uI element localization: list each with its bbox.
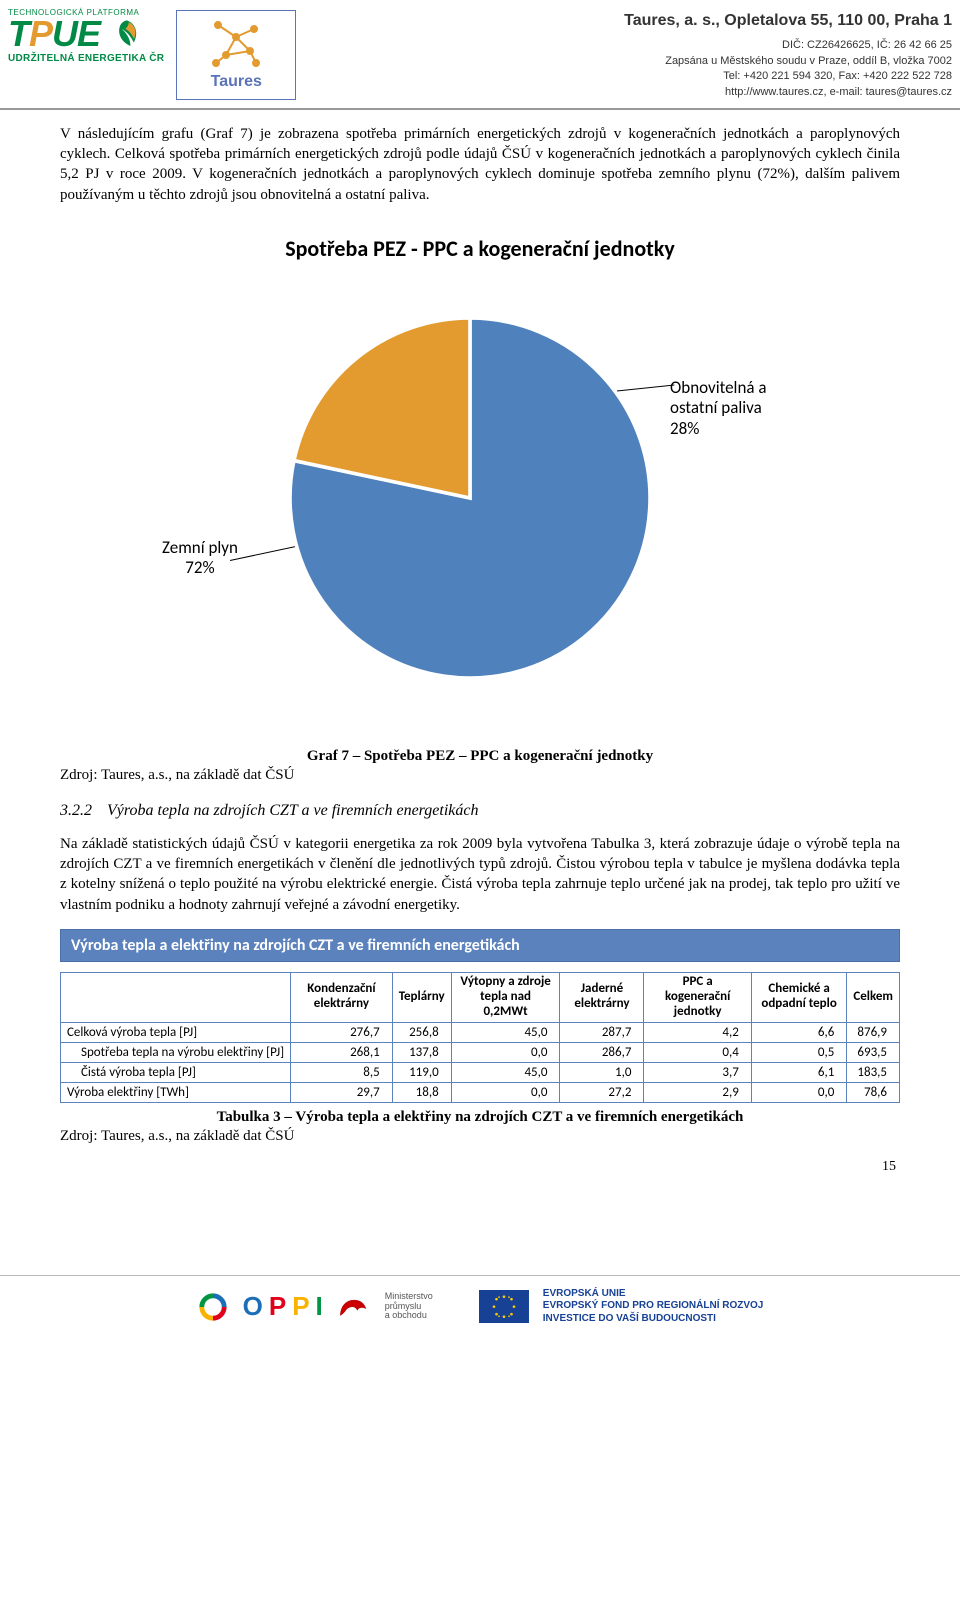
row-label: Čistá výroba tepla [PJ] <box>61 1062 291 1082</box>
mpo-line-2: průmyslu <box>385 1301 422 1311</box>
table-row: Celková výroba tepla [PJ]276,7256,845,02… <box>61 1022 900 1042</box>
page-number: 15 <box>60 1159 900 1175</box>
col-6: Celkem <box>847 972 900 1022</box>
cell: 0,0 <box>451 1082 560 1102</box>
cell: 6,1 <box>751 1062 847 1082</box>
data-table: Kondenzační elektrárny Teplárny Výtopny … <box>60 972 900 1103</box>
tpue-sub-text: UDRŽITELNÁ ENERGETIKA ČR <box>8 53 164 64</box>
page-footer: OPPI Ministerstvo průmyslu a obchodu EVR… <box>0 1275 960 1336</box>
mpo-text: Ministerstvo průmyslu a obchodu <box>385 1292 465 1322</box>
page-header: TECHNOLOGICKÁ PLATFORMA TPUE UDRŽITELNÁ … <box>0 0 960 110</box>
cell: 268,1 <box>291 1042 393 1062</box>
taures-logo: Taures <box>176 10 296 100</box>
cell: 45,0 <box>451 1022 560 1042</box>
pie-svg-wrap <box>290 318 650 678</box>
cell: 287,7 <box>560 1022 644 1042</box>
header-company-info: Taures, a. s., Opletalova 55, 110 00, Pr… <box>624 10 952 100</box>
company-title: Taures, a. s., Opletalova 55, 110 00, Pr… <box>624 10 952 32</box>
section-title: Výroba tepla na zdrojích CZT a ve firemn… <box>107 802 479 819</box>
cell: 0,4 <box>644 1042 751 1062</box>
cell: 4,2 <box>644 1022 751 1042</box>
col-4: PPC a kogenerační jednotky <box>644 972 751 1022</box>
eu-line-1: EVROPSKÁ UNIE <box>543 1288 626 1299</box>
cell: 183,5 <box>847 1062 900 1082</box>
company-line-1: DIČ: CZ26426625, IČ: 26 42 66 25 <box>624 38 952 53</box>
cell: 256,8 <box>392 1022 451 1042</box>
oppi-ring-icon <box>197 1291 229 1323</box>
tpue-main: TPUE <box>8 13 144 55</box>
cell: 78,6 <box>847 1082 900 1102</box>
paragraph-2: Na základě statistických údajů ČSÚ v kat… <box>60 834 900 915</box>
company-line-3: Tel: +420 221 594 320, Fax: +420 222 522… <box>624 69 952 84</box>
section-heading: 3.2.2 Výroba tepla na zdrojích CZT a ve … <box>60 802 900 820</box>
cell: 0,0 <box>451 1042 560 1062</box>
table-row: Spotřeba tepla na výrobu elektřiny [PJ]2… <box>61 1042 900 1062</box>
col-2: Výtopny a zdroje tepla nad 0,2MWt <box>451 972 560 1022</box>
company-line-2: Zapsána u Městského soudu v Praze, oddíl… <box>624 54 952 69</box>
tpue-letters: TPUE <box>8 13 100 55</box>
cell: 29,7 <box>291 1082 393 1102</box>
pie-chart: Obnovitelná a ostatní paliva 28% Zemní p… <box>110 278 850 718</box>
col-5: Chemické a odpadní teplo <box>751 972 847 1022</box>
cell: 8,5 <box>291 1062 393 1082</box>
cell: 276,7 <box>291 1022 393 1042</box>
taures-name: Taures <box>211 73 262 91</box>
mpo-lion-icon <box>337 1295 371 1319</box>
table-body: Celková výroba tepla [PJ]276,7256,845,02… <box>61 1022 900 1102</box>
paragraph-1: V následujícím grafu (Graf 7) je zobraze… <box>60 124 900 205</box>
section-number: 3.2.2 <box>60 802 92 819</box>
cell: 1,0 <box>560 1062 644 1082</box>
label-obnovitelna: Obnovitelná a ostatní paliva 28% <box>670 378 830 439</box>
page-body: V následujícím grafu (Graf 7) je zobraze… <box>0 124 960 1215</box>
table-source: Zdroj: Taures, a.s., na základě dat ČSÚ <box>60 1128 900 1145</box>
label-zemni-plyn-text: Zemní plyn 72% <box>162 537 238 578</box>
table-row: Čistá výroba tepla [PJ]8,5119,045,01,03,… <box>61 1062 900 1082</box>
eu-line-3: INVESTICE DO VAŠÍ BUDOUCNOSTI <box>543 1313 716 1324</box>
chart-caption: Graf 7 – Spotřeba PEZ – PPC a kogeneračn… <box>60 748 900 765</box>
row-label: Výroba elektřiny [TWh] <box>61 1082 291 1102</box>
tpue-logo: TECHNOLOGICKÁ PLATFORMA TPUE UDRŽITELNÁ … <box>8 10 164 100</box>
mpo-line-1: Ministerstvo <box>385 1291 433 1301</box>
cell: 286,7 <box>560 1042 644 1062</box>
cell: 2,9 <box>644 1082 751 1102</box>
table-banner: Výroba tepla a elektřiny na zdrojích CZT… <box>60 929 900 962</box>
cell: 693,5 <box>847 1042 900 1062</box>
cell: 0,0 <box>751 1082 847 1102</box>
table-row: Výroba elektřiny [TWh]29,718,80,027,22,9… <box>61 1082 900 1102</box>
col-0: Kondenzační elektrárny <box>291 972 393 1022</box>
leaf-icon <box>110 17 144 51</box>
label-obnovitelna-text: Obnovitelná a ostatní paliva 28% <box>670 377 767 439</box>
cell: 45,0 <box>451 1062 560 1082</box>
row-label: Celková výroba tepla [PJ] <box>61 1022 291 1042</box>
cell: 18,8 <box>392 1082 451 1102</box>
mpo-line-3: a obchodu <box>385 1310 427 1320</box>
cell: 119,0 <box>392 1062 451 1082</box>
col-blank <box>61 972 291 1022</box>
cell: 3,7 <box>644 1062 751 1082</box>
eu-line-2: EVROPSKÝ FOND PRO REGIONÁLNÍ ROZVOJ <box>543 1300 764 1311</box>
cell: 0,5 <box>751 1042 847 1062</box>
eu-flag-icon <box>479 1290 529 1324</box>
label-zemni-plyn: Zemní plyn 72% <box>140 538 260 579</box>
chart-source: Zdroj: Taures, a.s., na základě dat ČSÚ <box>60 767 900 784</box>
oppi-logo: OPPI <box>243 1291 323 1322</box>
cell: 6,6 <box>751 1022 847 1042</box>
cell: 876,9 <box>847 1022 900 1042</box>
col-3: Jaderné elektrárny <box>560 972 644 1022</box>
col-1: Teplárny <box>392 972 451 1022</box>
chart-title: Spotřeba PEZ - PPC a kogenerační jednotk… <box>60 235 900 262</box>
table-caption: Tabulka 3 – Výroba tepla a elektřiny na … <box>60 1109 900 1126</box>
row-label: Spotřeba tepla na výrobu elektřiny [PJ] <box>61 1042 291 1062</box>
company-line-4: http://www.taures.cz, e-mail: taures@tau… <box>624 85 952 100</box>
cell: 137,8 <box>392 1042 451 1062</box>
taures-star-icon <box>206 15 266 75</box>
eu-text: EVROPSKÁ UNIE EVROPSKÝ FOND PRO REGIONÁL… <box>543 1288 764 1326</box>
cell: 27,2 <box>560 1082 644 1102</box>
table-header-row: Kondenzační elektrárny Teplárny Výtopny … <box>61 972 900 1022</box>
